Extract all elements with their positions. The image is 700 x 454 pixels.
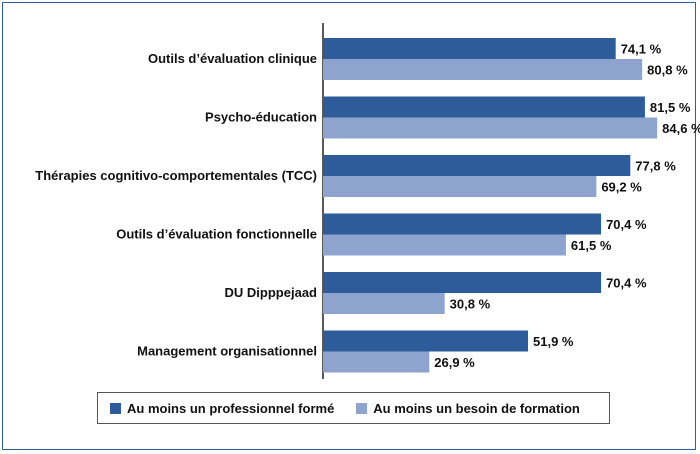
category-label: DU Dipppejaad xyxy=(225,285,318,300)
data-label-series-2: 69,2 % xyxy=(601,180,642,195)
bar-series-2 xyxy=(323,117,658,139)
category-label: Outils d’évaluation fonctionnelle xyxy=(116,227,317,242)
data-label-series-2: 26,9 % xyxy=(434,355,475,370)
bar-series-2 xyxy=(323,234,566,256)
category-label: Psycho-éducation xyxy=(205,110,317,125)
category-label: Thérapies cognitivo-comportementales (TC… xyxy=(35,168,317,183)
bar-series-1 xyxy=(323,155,631,176)
legend-swatch-series-2 xyxy=(356,402,368,414)
bar-series-2 xyxy=(323,59,643,80)
category-label: Outils d’évaluation clinique xyxy=(148,51,317,66)
bar-series-1 xyxy=(323,330,529,352)
data-label-series-1: 70,4 % xyxy=(606,217,647,232)
chart-frame xyxy=(2,2,696,450)
bar-series-2 xyxy=(323,351,430,373)
bar-series-1 xyxy=(323,96,645,118)
data-label-series-1: 81,5 % xyxy=(650,100,691,115)
data-label-series-2: 80,8 % xyxy=(647,63,688,78)
bar-series-1 xyxy=(323,38,616,59)
data-label-series-1: 77,8 % xyxy=(635,159,676,174)
legend-swatch-series-1 xyxy=(110,402,121,414)
legend-item-series-2: Au moins un besoin de formation xyxy=(356,401,580,416)
data-label-series-1: 51,9 % xyxy=(533,334,574,349)
data-label-series-1: 70,4 % xyxy=(606,276,647,291)
legend: Au moins un professionnel formé Au moins… xyxy=(97,392,610,424)
data-label-series-2: 30,8 % xyxy=(450,297,491,312)
legend-item-series-1: Au moins un professionnel formé xyxy=(110,401,334,416)
legend-label-series-1: Au moins un professionnel formé xyxy=(127,400,335,416)
bar-series-2 xyxy=(323,176,597,197)
legend-label-series-2: Au moins un besoin de formation xyxy=(373,400,580,416)
bar-series-1 xyxy=(323,272,602,293)
data-label-series-1: 74,1 % xyxy=(621,42,662,57)
data-label-series-2: 61,5 % xyxy=(571,238,612,253)
category-label: Management organisationnel xyxy=(137,344,317,359)
bar-series-2 xyxy=(323,293,445,314)
bar-series-1 xyxy=(323,213,602,235)
data-label-series-2: 84,6 % xyxy=(662,121,700,136)
